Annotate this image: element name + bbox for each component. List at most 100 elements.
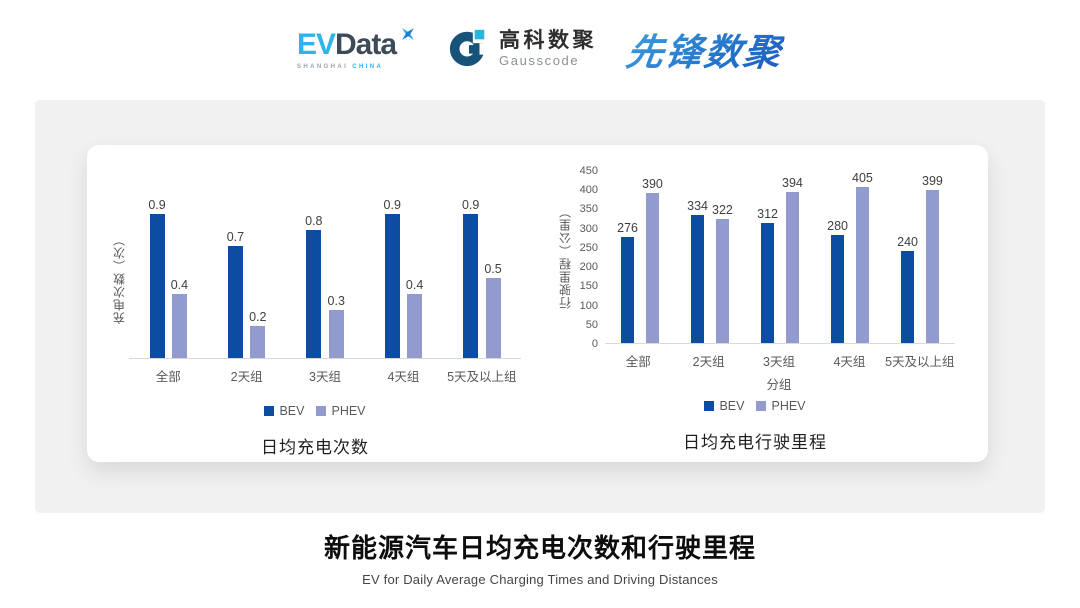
x-axis-title: 分组	[766, 378, 792, 392]
value-label-bev: 0.7	[226, 230, 245, 244]
bar-with-label: 0.9	[462, 198, 479, 358]
chart-title: 日均充电次数	[261, 438, 369, 457]
value-label-phev: 322	[712, 203, 733, 218]
plot-area: 0.9 0.4 0.7 0.2 0.8 0.3 0.9 0.4 0.9 0.5	[129, 198, 521, 359]
bar-phev	[328, 310, 344, 358]
bar-bev	[831, 235, 845, 343]
category-label: 5天及以上组	[447, 370, 517, 384]
bar-group: 240 399	[885, 170, 955, 343]
bar-bev	[691, 214, 705, 343]
bar-phev	[925, 189, 939, 343]
legend-item-phev: PHEV	[316, 404, 366, 418]
y-tick-label: 100	[579, 299, 598, 312]
value-label-bev: 0.9	[383, 198, 401, 212]
bar-group: 312 394	[745, 170, 815, 343]
evdata-logo-data-text: Data	[335, 28, 397, 61]
legend-label-phev: PHEV	[331, 404, 366, 418]
value-label-bev: 240	[897, 234, 918, 249]
y-axis-ticks: 0 50 100 150 200 250 300 350 400 450	[575, 165, 605, 350]
y-tick-label: 150	[579, 280, 598, 293]
value-label-bev: 0.9	[461, 198, 480, 212]
legend-swatch-bev	[264, 406, 275, 416]
page-title: 新能源汽车日均充电次数和行驶里程	[323, 533, 756, 563]
bar-phev	[855, 187, 869, 343]
bar-phev	[250, 326, 266, 358]
xianfeng-shuju-logo: 先锋数聚	[623, 22, 787, 76]
value-label-bev: 276	[617, 220, 638, 235]
bar-phev	[785, 191, 799, 343]
legend-item-bev: BEV	[264, 404, 304, 418]
evdata-logo-subtext: SHANGHAI CHINA	[297, 64, 418, 70]
evdata-logo: EV Data SHANGHAI CHINA	[297, 28, 418, 70]
plot-row: 行驶里程（公里） 0 50 100 150 200 250 300 350 400 450 276 39…	[555, 165, 955, 350]
gausscode-logo: 高科数聚 Gausscode	[448, 26, 597, 73]
bar-group: 334 322	[675, 170, 745, 343]
chart-daily-charging-times: 充电次数（次） 0.9 0.4 0.7 0.2 0.8 0.3 0.9 0.4 0.9 0.5 全部 2…	[109, 198, 521, 458]
category-axis: 全部 2天组 3天组 4天组 5天及以上组	[555, 344, 955, 370]
bar-bev	[384, 214, 400, 358]
evdata-logo-ev-text: EV	[296, 28, 336, 61]
value-label-phev: 0.5	[484, 262, 502, 276]
gausscode-cn-text: 高科数聚	[499, 29, 598, 53]
bar-with-label: 405	[852, 171, 873, 343]
value-label-phev: 0.2	[249, 310, 267, 324]
value-label-bev: 0.9	[148, 198, 166, 212]
bar-phev	[171, 294, 187, 358]
bar-with-label: 240	[897, 235, 918, 343]
bar-with-label: 0.3	[328, 294, 345, 358]
category-labels: 全部 2天组 3天组 4天组 5天及以上组	[603, 344, 955, 370]
bar-group: 0.9 0.4	[364, 198, 442, 358]
evdata-star-icon	[398, 24, 418, 49]
bar-with-label: 0.5	[484, 262, 502, 358]
value-label-bev: 312	[757, 207, 778, 222]
value-label-bev: 0.8	[305, 214, 323, 228]
bar-with-label: 276	[617, 221, 638, 343]
legend-label-bev: BEV	[719, 399, 745, 413]
legend-swatch-phev	[756, 401, 767, 411]
legend: BEV PHEV	[109, 404, 521, 418]
bar-with-label: 334	[687, 199, 708, 343]
bar-bev	[306, 230, 322, 358]
bar-phev	[485, 278, 501, 358]
value-label-phev: 390	[642, 177, 663, 192]
bar-phev	[715, 219, 729, 343]
bar-with-label: 322	[712, 203, 733, 343]
value-label-phev: 405	[852, 171, 873, 186]
legend-item-bev: BEV	[704, 399, 744, 413]
header-logos: EV Data SHANGHAI CHINA	[0, 22, 1080, 76]
bar-with-label: 0.9	[148, 198, 166, 358]
gausscode-logo-text: 高科数聚 Gausscode	[499, 30, 597, 68]
infographic-panel: 充电次数（次） 0.9 0.4 0.7 0.2 0.8 0.3 0.9 0.4 0.9 0.5 全部 2…	[35, 100, 1045, 513]
legend-label-bev: BEV	[279, 404, 305, 418]
bar-group: 0.9 0.4	[129, 198, 207, 358]
footer: 新能源汽车日均充电次数和行驶里程 EV for Daily Average Ch…	[0, 528, 1080, 587]
y-tick-label: 0	[591, 338, 598, 350]
bar-with-label: 0.4	[406, 278, 423, 358]
y-tick-label: 50	[585, 318, 598, 331]
x-axis-title-row: 分组	[555, 370, 955, 393]
category-label: 3天组	[309, 370, 341, 384]
y-tick-label: 200	[579, 261, 598, 274]
bar-phev	[645, 193, 659, 343]
bar-group: 0.7 0.2	[207, 198, 285, 358]
bar-with-label: 0.8	[305, 214, 323, 358]
bar-with-label: 0.2	[249, 310, 267, 358]
bar-group: 0.9 0.5	[443, 198, 521, 358]
bar-bev	[901, 250, 915, 343]
evdata-logo-wordmark: EV Data	[297, 28, 418, 62]
bar-with-label: 280	[827, 219, 848, 343]
bar-group: 280 405	[815, 170, 885, 343]
bar-bev	[621, 236, 635, 343]
bar-group: 0.8 0.3	[286, 198, 364, 358]
bar-with-label: 0.9	[384, 198, 401, 358]
chart-daily-driving-distance: 行驶里程（公里） 0 50 100 150 200 250 300 350 400 450 276 39…	[555, 165, 955, 453]
value-label-phev: 394	[782, 175, 803, 190]
y-tick-label: 350	[579, 203, 598, 216]
plot-area: 276 390 334 322 312 394 280 405 240 399	[605, 170, 955, 344]
category-label: 全部	[625, 355, 651, 369]
bar-bev	[149, 214, 165, 358]
y-axis-label: 充电次数（次）	[112, 233, 127, 325]
bar-bev	[463, 214, 479, 358]
category-label: 2天组	[230, 370, 263, 384]
axis-spacer	[555, 370, 603, 393]
